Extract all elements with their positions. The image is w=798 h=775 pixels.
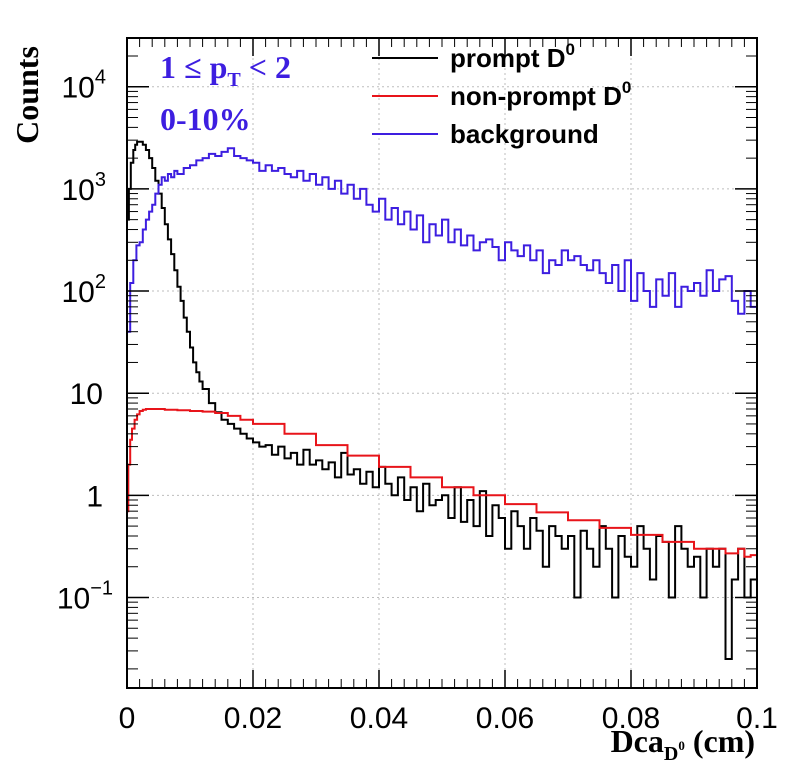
grid-layer: [127, 38, 757, 688]
annotation-pt-range-b: < 2: [241, 49, 291, 85]
x-tick-label: 0.06: [476, 702, 534, 735]
y-tick-label: 10: [70, 378, 103, 411]
legend-label-prompt: prompt D0: [450, 40, 575, 73]
x-tick-label: 0.02: [224, 702, 282, 735]
annotation-pt-range: 1 ≤ pT < 2: [160, 49, 291, 91]
annotation-pt-range-a: 1 ≤ p: [160, 49, 227, 85]
annotation-pt-range-sub: T: [227, 69, 241, 91]
x-axis-title-unit: (cm): [693, 723, 755, 759]
annotations: 1 ≤ pT < 2 0-10%: [160, 49, 291, 137]
tick-label-layer: 0 0.02 0.04 0.06 0.08 0.1 10−1 1 10 102 103 104: [57, 67, 778, 735]
y-tick-label: 1: [86, 480, 103, 513]
y-tick-label: 10−1: [57, 577, 113, 615]
x-tick-label: 0.04: [350, 702, 408, 735]
legend-label-nonprompt: non-prompt D0: [450, 78, 631, 111]
x-axis-title-subsup: 0: [678, 738, 685, 753]
tick-layer: [126, 37, 758, 688]
annotation-centrality: 0-10%: [160, 101, 251, 137]
y-axis-title: Counts: [9, 46, 45, 144]
y-tick-label: 104: [62, 67, 107, 105]
x-axis-title-sub: D: [664, 743, 678, 765]
x-axis-title-base: Dca: [611, 723, 664, 759]
x-tick-label: 0.08: [602, 702, 660, 735]
series-line-0: [127, 140, 758, 660]
legend-label-background: background: [450, 119, 599, 149]
legend: prompt D0 non-prompt D0 background: [372, 40, 631, 149]
y-tick-label: 102: [62, 271, 107, 309]
y-tick-label: 103: [62, 169, 107, 207]
series-line-2: [127, 147, 758, 333]
x-tick-label: 0.1: [736, 702, 778, 735]
x-tick-label: 0: [119, 702, 136, 735]
series-layer: [127, 140, 758, 660]
x-axis-title: DcaD0 (cm): [611, 723, 755, 765]
series-line-1: [127, 408, 758, 559]
